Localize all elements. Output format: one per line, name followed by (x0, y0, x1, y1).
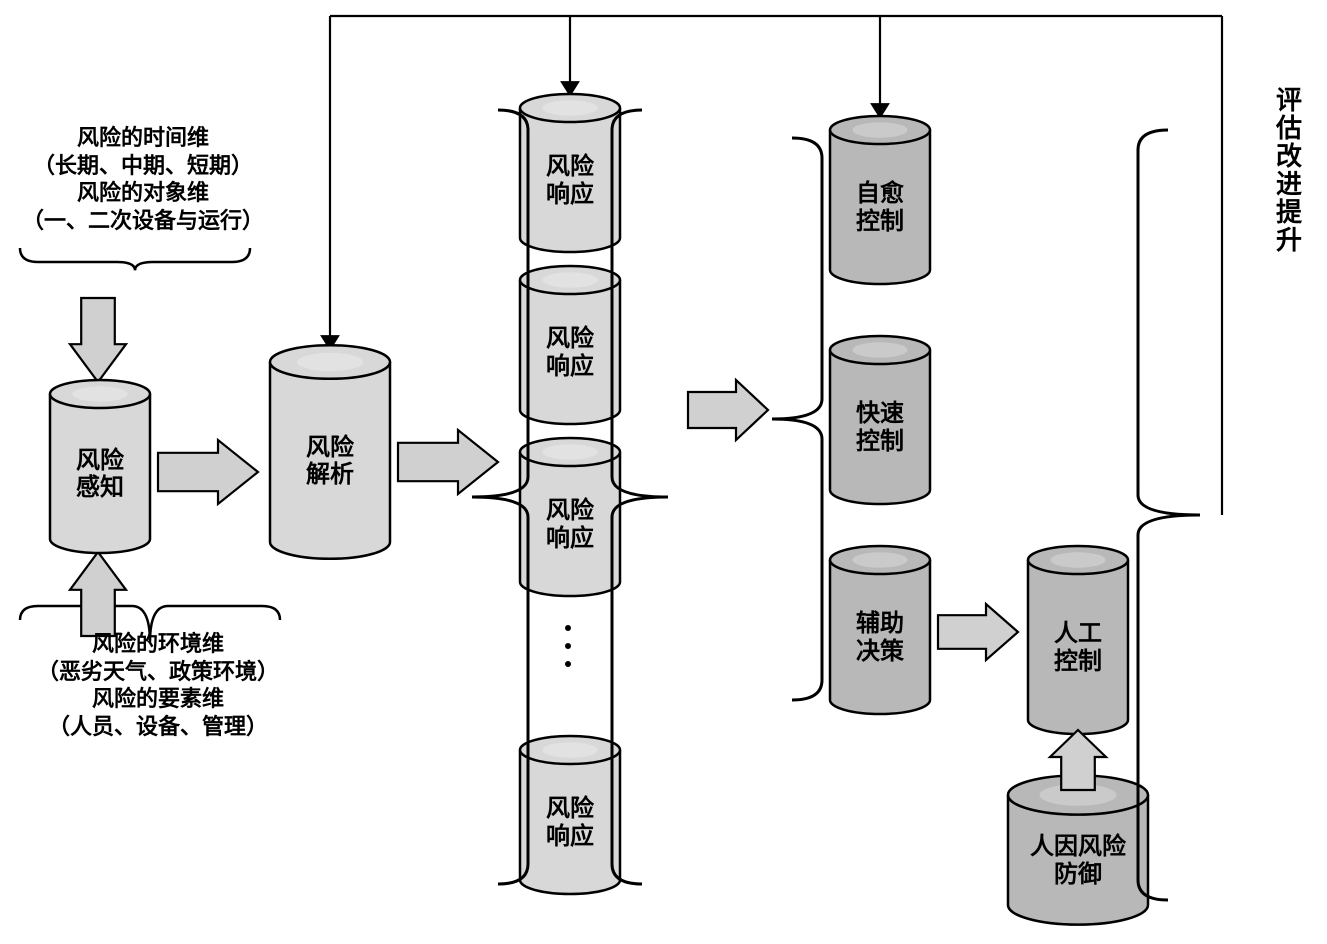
curly-brace (772, 138, 822, 700)
ellipsis-dot (565, 661, 571, 667)
curly-brace (1138, 130, 1200, 900)
block-arrow (158, 440, 258, 504)
cylinder-label-c3a: 风险 响应 (520, 154, 620, 209)
block-arrow (938, 604, 1018, 660)
cylinder-label-c6: 辅助 决策 (830, 611, 930, 666)
cylinder-label-c1: 风险 感知 (50, 448, 150, 503)
ellipsis-dot (565, 643, 571, 649)
note-bottom: 风险的环境维 （恶劣天气、政策环境） 风险的要素维 （人员、设备、管理） (8, 630, 308, 740)
block-arrow (688, 380, 768, 440)
ellipsis-dot (565, 625, 571, 631)
cylinder-label-c7: 人工 控制 (1028, 621, 1128, 676)
cylinder-label-c3b: 风险 响应 (520, 326, 620, 381)
note-brace (20, 248, 250, 270)
cylinder-label-c4: 自愈 控制 (830, 181, 930, 236)
cylinder-label-c3d: 风险 响应 (520, 796, 620, 851)
block-arrow (70, 552, 126, 636)
block-arrow (398, 430, 498, 494)
helper (770, 420, 826, 630)
cylinder-label-c2: 风险 解析 (270, 435, 390, 490)
note-top: 风险的时间维 （长期、中期、短期） 风险的对象维 （一、二次设备与运行） (8, 124, 278, 234)
cylinder-label-c5: 快速 控制 (830, 401, 930, 456)
block-arrow (70, 298, 126, 382)
cylinder-label-c3c: 风险 响应 (520, 498, 620, 553)
cylinder-label-c8: 人因风险 防御 (1008, 834, 1148, 889)
right-vertical-label: 评估改进提升 (1270, 40, 1303, 300)
